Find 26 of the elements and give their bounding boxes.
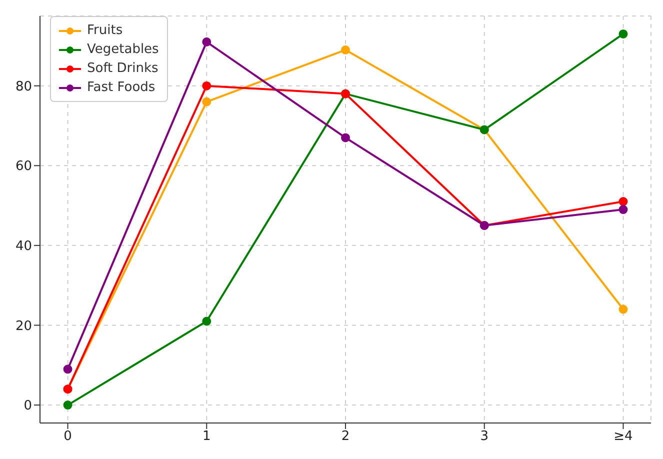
- y-tick-label: 20: [15, 318, 32, 334]
- x-tick-label: 2: [341, 429, 350, 444]
- point: [618, 304, 628, 314]
- x-tick-label: ≥4: [614, 429, 633, 444]
- legend-label: Soft Drinks: [87, 60, 158, 78]
- x-tick-label: 0: [64, 429, 72, 444]
- y-tick-label: 60: [15, 159, 32, 174]
- point: [202, 97, 212, 106]
- point: [202, 316, 212, 326]
- point: [341, 45, 350, 54]
- point: [202, 37, 212, 46]
- point: [618, 197, 628, 206]
- point: [63, 400, 72, 410]
- x-tick-label: 1: [202, 429, 211, 444]
- x-tick-label: 3: [480, 429, 489, 444]
- y-tick-label: 80: [15, 79, 32, 94]
- legend-label: Fast Foods: [87, 79, 156, 97]
- point: [63, 364, 72, 374]
- y-tick-label: 40: [15, 239, 32, 254]
- point: [202, 81, 212, 90]
- point: [618, 205, 628, 214]
- legend-label: Vegetables: [87, 41, 159, 59]
- y-tick-label: 0: [24, 398, 32, 414]
- legend-label: Fruits: [87, 22, 123, 40]
- point: [618, 29, 628, 38]
- point: [341, 133, 350, 142]
